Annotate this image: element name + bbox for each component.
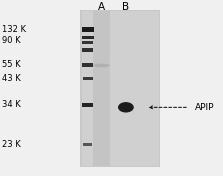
Text: 34 K: 34 K	[2, 100, 21, 109]
Ellipse shape	[93, 64, 110, 67]
Text: B: B	[122, 2, 130, 12]
Bar	[83, 102, 93, 107]
Text: A: A	[98, 2, 105, 12]
Bar	[82, 11, 159, 166]
Bar	[83, 77, 93, 80]
Bar	[93, 11, 110, 166]
Text: 55 K: 55 K	[2, 60, 21, 69]
Text: APIP: APIP	[195, 103, 214, 112]
Bar	[83, 63, 93, 67]
Bar	[81, 10, 160, 167]
Ellipse shape	[118, 102, 134, 112]
Text: 90 K: 90 K	[2, 36, 21, 45]
Text: 132 K: 132 K	[2, 25, 26, 34]
Bar	[83, 143, 92, 146]
Bar	[82, 36, 94, 39]
Bar	[82, 27, 94, 32]
Bar	[83, 48, 93, 52]
Text: 43 K: 43 K	[2, 74, 21, 83]
Bar	[82, 41, 93, 44]
Text: 23 K: 23 K	[2, 140, 21, 149]
